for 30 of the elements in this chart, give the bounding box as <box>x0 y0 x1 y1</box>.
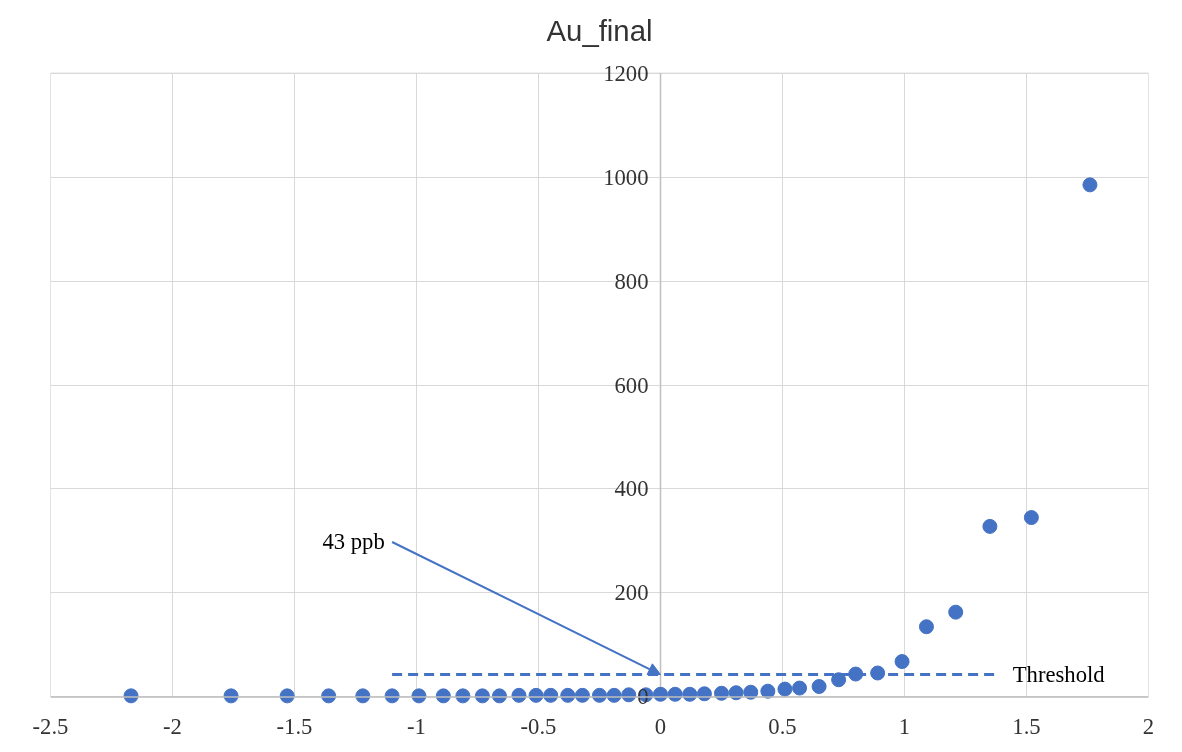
point <box>792 680 808 696</box>
point <box>982 518 998 534</box>
point <box>948 604 964 620</box>
x-tick-label: -1 <box>407 713 426 739</box>
y-tick-label: 1200 <box>603 60 649 86</box>
x-tick-label: 0 <box>654 713 667 739</box>
point <box>1023 510 1039 526</box>
x-tick-label: 1 <box>898 713 911 739</box>
point <box>918 619 934 635</box>
x-tick-label: -0.5 <box>520 713 557 739</box>
y-tick-label: 400 <box>614 476 649 502</box>
point <box>831 672 847 688</box>
point <box>811 679 827 694</box>
y-tick-label: 1000 <box>603 164 649 190</box>
x-tick-label: 1.5 <box>1012 713 1041 739</box>
series-label: Threshold <box>1012 662 1106 688</box>
point <box>894 654 910 670</box>
x-tick-label: 2 <box>1142 713 1155 739</box>
point <box>760 683 776 699</box>
chart-title: Au_final <box>546 13 653 47</box>
x-tick-label: -2.5 <box>32 713 69 739</box>
annotation: 43 ppb <box>322 529 385 555</box>
y-tick-label: 200 <box>614 580 649 606</box>
x-tick-label: -1.5 <box>276 713 313 739</box>
y-tick-label: 800 <box>614 268 649 294</box>
x-tick-label: -2 <box>163 713 182 739</box>
point <box>1082 177 1098 193</box>
x-tick-label: 0.5 <box>768 713 797 739</box>
point <box>777 681 793 697</box>
y-tick-label: 600 <box>614 372 649 398</box>
